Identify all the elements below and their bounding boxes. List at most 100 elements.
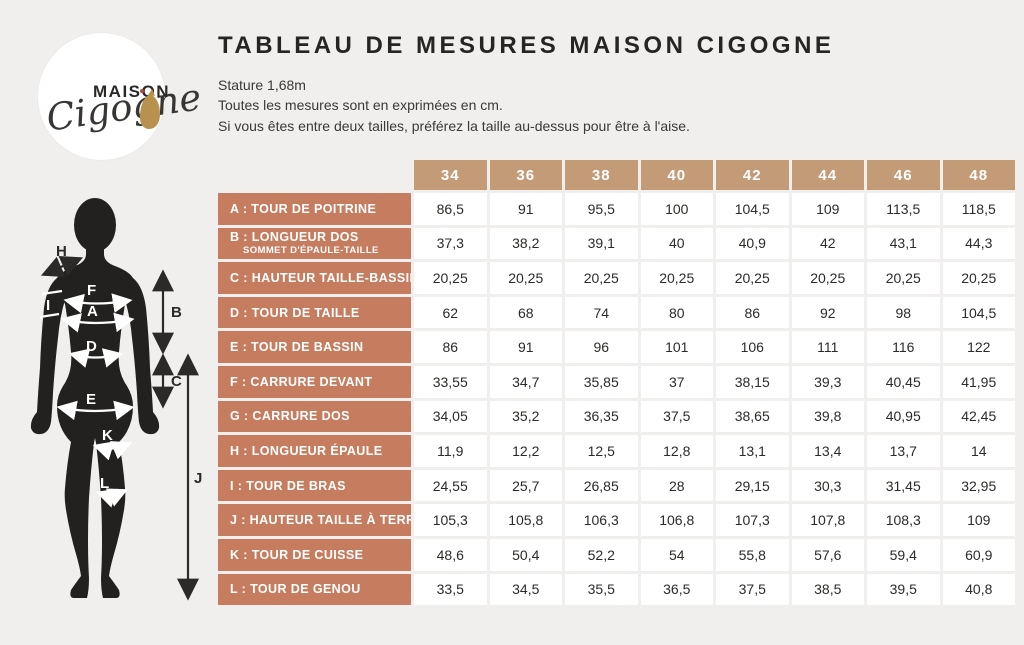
arrow-carrure-devant [63, 293, 133, 314]
measurement-row-label-text: B : LONGUEUR DOS [230, 230, 359, 245]
measurement-row-label: B : LONGUEUR DOS SOMMET D'ÉPAULE-TAILLE [218, 227, 411, 260]
measurement-value-cell: 39,5 [867, 573, 940, 606]
measurement-row-label: E : TOUR DE BASSIN [218, 331, 411, 363]
marker-H: H [56, 243, 67, 260]
measurement-value-cell: 50,4 [489, 538, 562, 571]
measurement-value-cell: 40,95 [867, 400, 940, 433]
measurement-value-cell: 101 [640, 331, 713, 363]
marker-E: E [86, 391, 96, 408]
marker-F: F [87, 282, 96, 299]
measurement-value-cell: 106 [716, 331, 789, 363]
measurement-value-cell: 24,55 [414, 469, 487, 502]
brand-logo: Cigogne MAISON [38, 33, 204, 160]
measurement-value-cell: 111 [791, 331, 864, 363]
measurement-value-cell: 20,25 [867, 262, 940, 294]
size-column-header: 42 [716, 160, 789, 190]
measurement-value-cell: 20,25 [489, 262, 562, 294]
measurement-value-cell: 35,85 [565, 365, 638, 398]
measurement-value-cell: 35,2 [489, 400, 562, 433]
measurement-value-cell: 105,8 [489, 504, 562, 536]
arrow-epaule [40, 256, 84, 277]
measurement-value-cell: 86 [716, 296, 789, 329]
measurement-value-cell: 104,5 [716, 193, 789, 225]
measurement-value-cell: 13,1 [716, 435, 789, 467]
measurement-value-cell: 74 [565, 296, 638, 329]
size-column-header: 36 [489, 160, 562, 190]
measurement-row-label-text: K : TOUR DE CUISSE [230, 547, 364, 562]
measurement-value-cell: 54 [640, 538, 713, 571]
measurement-row-sublabel: SOMMET D'ÉPAULE-TAILLE [243, 245, 379, 257]
measurement-row-label-text: H : LONGUEUR ÉPAULE [230, 443, 383, 458]
measurement-value-cell: 35,5 [565, 573, 638, 606]
measurement-row-label: J : HAUTEUR TAILLE À TERRE [218, 504, 411, 536]
measurement-row-label-text: J : HAUTEUR TAILLE À TERRE [230, 513, 411, 528]
measurement-value-cell: 40,45 [867, 365, 940, 398]
measurement-value-cell: 106,3 [565, 504, 638, 536]
arrow-bassin [56, 400, 135, 421]
measurement-row-label: L : TOUR DE GENOU [218, 573, 411, 606]
marker-L: L [100, 475, 109, 492]
measurement-value-cell: 109 [791, 193, 864, 225]
measurement-value-cell: 40,8 [942, 573, 1015, 606]
measurement-value-cell: 30,3 [791, 469, 864, 502]
measurement-value-cell: 104,5 [942, 296, 1015, 329]
measurement-value-cell: 38,2 [489, 227, 562, 260]
arrow-genou [95, 488, 129, 508]
marker-C: C [171, 373, 182, 390]
measurement-value-cell: 57,6 [791, 538, 864, 571]
measurement-value-cell: 55,8 [716, 538, 789, 571]
measurement-value-cell: 92 [791, 296, 864, 329]
measurement-row-label: A : TOUR DE POITRINE [218, 193, 411, 225]
measurement-value-cell: 108,3 [867, 504, 940, 536]
measurement-value-cell: 36,5 [640, 573, 713, 606]
measurement-value-cell: 20,25 [414, 262, 487, 294]
arrow-poitrine [60, 312, 135, 333]
measurement-value-cell: 68 [489, 296, 562, 329]
measurement-value-cell: 12,5 [565, 435, 638, 467]
measurement-value-cell: 20,25 [791, 262, 864, 294]
marker-K: K [102, 427, 113, 444]
measurement-value-cell: 38,15 [716, 365, 789, 398]
measurement-value-cell: 14 [942, 435, 1015, 467]
body-measurement-diagram: H F A I D B E C K L J [30, 198, 202, 601]
measurement-value-cell: 43,1 [867, 227, 940, 260]
measurement-value-cell: 34,5 [489, 573, 562, 606]
measurement-value-cell: 28 [640, 469, 713, 502]
subtitle-advice: Si vous êtes entre deux tailles, préfére… [218, 117, 690, 134]
measurement-row-label-text: E : TOUR DE BASSIN [230, 340, 364, 355]
measurement-value-cell: 91 [489, 331, 562, 363]
measurement-value-cell: 42,45 [942, 400, 1015, 433]
measurement-value-cell: 48,6 [414, 538, 487, 571]
measurement-value-cell: 34,05 [414, 400, 487, 433]
measurement-value-cell: 122 [942, 331, 1015, 363]
measurement-value-cell: 44,3 [942, 227, 1015, 260]
measurement-value-cell: 13,7 [867, 435, 940, 467]
measurement-value-cell: 118,5 [942, 193, 1015, 225]
measurement-value-cell: 12,2 [489, 435, 562, 467]
measurements-table: 34 36 38 40 42 44 46 48 A : TOUR DE POITRINE 86,5… [218, 160, 1015, 606]
measurement-value-cell: 13,4 [791, 435, 864, 467]
measurement-value-cell: 107,3 [716, 504, 789, 536]
measurement-row-label: K : TOUR DE CUISSE [218, 538, 411, 571]
stork-icon [139, 89, 160, 129]
tick-bras-top [41, 289, 63, 296]
measurement-value-cell: 60,9 [942, 538, 1015, 571]
measurement-value-cell: 40,9 [716, 227, 789, 260]
measurement-value-cell: 100 [640, 193, 713, 225]
subtitle-block: Stature 1,68m Toutes les mesures sont en… [218, 75, 690, 136]
measurement-value-cell: 34,7 [489, 365, 562, 398]
measurement-value-cell: 109 [942, 504, 1015, 536]
measurement-value-cell: 105,3 [414, 504, 487, 536]
measurement-row-label-text: G : CARRURE DOS [230, 409, 350, 424]
measurement-value-cell: 113,5 [867, 193, 940, 225]
measurement-value-cell: 25,7 [489, 469, 562, 502]
measurement-value-cell: 31,45 [867, 469, 940, 502]
measurement-value-cell: 39,1 [565, 227, 638, 260]
measurement-value-cell: 52,2 [565, 538, 638, 571]
measurement-value-cell: 36,35 [565, 400, 638, 433]
measurement-value-cell: 20,25 [942, 262, 1015, 294]
measurement-value-cell: 91 [489, 193, 562, 225]
measurement-value-cell: 29,15 [716, 469, 789, 502]
measurement-value-cell: 33,5 [414, 573, 487, 606]
